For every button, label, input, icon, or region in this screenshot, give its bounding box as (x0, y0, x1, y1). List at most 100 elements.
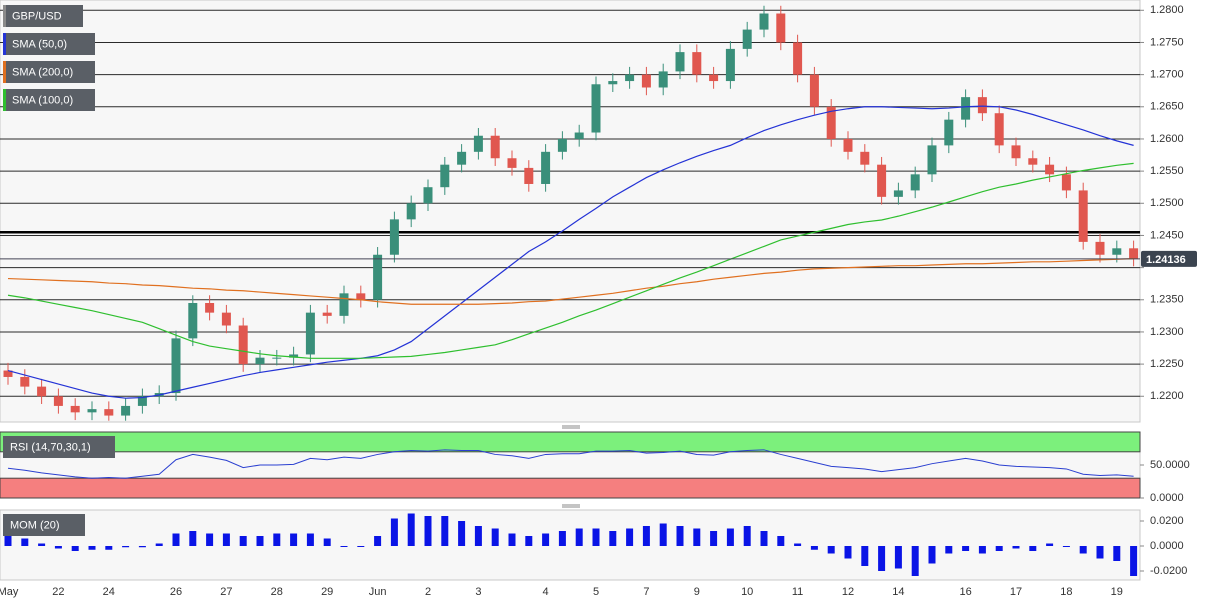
momentum-bar (306, 533, 314, 546)
candle-body (927, 145, 937, 175)
candle-body (625, 74, 635, 82)
legend-label: RSI (14,70,30,1) (10, 441, 91, 453)
momentum-bar (810, 546, 818, 550)
candle-body (977, 97, 987, 114)
sma-line (7, 105, 1134, 399)
momentum-bar (474, 526, 482, 546)
momentum-bar (390, 518, 398, 546)
x-tick-label: 11 (792, 586, 803, 598)
candle-body (440, 164, 450, 188)
legend-item: SMA (200,0) (3, 61, 95, 83)
legend-swatch (3, 5, 6, 27)
momentum-bar (659, 523, 667, 546)
candle-body (1129, 248, 1139, 259)
candle-body (591, 84, 601, 133)
candle-body (406, 203, 416, 220)
candle-body (557, 138, 567, 152)
momentum-bar (626, 528, 634, 546)
momentum-bar (894, 546, 902, 569)
legend-item: SMA (50,0) (3, 33, 95, 55)
candle-body (20, 376, 30, 387)
candle-body (826, 106, 836, 139)
x-tick-label: 27 (220, 586, 232, 598)
x-tick-label: May (0, 586, 19, 598)
momentum-bar (290, 533, 298, 546)
candle-body (1095, 241, 1105, 255)
momentum-bar (206, 533, 214, 546)
momentum-bar (861, 546, 869, 566)
candle-body (809, 74, 819, 107)
x-tick-label: 22 (52, 586, 64, 598)
candle-body (70, 405, 80, 413)
momentum-bar (38, 543, 46, 546)
momentum-bar (71, 546, 79, 551)
candle-body (793, 42, 803, 75)
y-tick-label: 50.0000 (1150, 459, 1190, 471)
momentum-bar (844, 546, 852, 559)
y-tick-label: 1.2800 (1150, 4, 1184, 16)
momentum-bar (726, 528, 734, 546)
rsi-line (7, 449, 1134, 479)
momentum-bar (21, 538, 29, 546)
candle-body (339, 293, 349, 316)
momentum-bar (256, 536, 264, 546)
candle-body (1061, 174, 1071, 191)
sma-line (7, 162, 1134, 359)
momentum-bar (323, 538, 331, 546)
candle-body (574, 132, 584, 139)
candle-body (171, 338, 181, 394)
momentum-bar (878, 546, 886, 571)
candle-body (289, 354, 299, 358)
candle-body (373, 254, 383, 300)
candle-body (776, 13, 786, 43)
momentum-bar (1079, 546, 1087, 554)
candle-body (221, 312, 231, 326)
x-tick-label: Jun (369, 586, 387, 598)
legend-label: SMA (200,0) (12, 66, 73, 78)
legend-item: MOM (20) (3, 514, 85, 536)
legend-item: SMA (100,0) (3, 89, 95, 111)
candle-body (188, 302, 198, 339)
x-tick-label: 2 (425, 586, 431, 598)
momentum-bar (340, 546, 348, 547)
momentum-bar (978, 546, 986, 554)
momentum-bar (575, 528, 583, 546)
x-tick-label: 9 (694, 586, 700, 598)
legend-item: RSI (14,70,30,1) (3, 436, 115, 458)
oversold-zone (0, 477, 1141, 499)
y-tick-label: 0.0200 (1150, 515, 1184, 527)
momentum-bar (794, 543, 802, 546)
momentum-bar (424, 516, 432, 546)
candle-body (272, 357, 282, 359)
momentum-bar (911, 546, 919, 576)
momentum-bar (105, 546, 113, 550)
legend-box (3, 436, 115, 458)
legend-box (3, 514, 85, 536)
x-tick-label: 26 (170, 586, 182, 598)
momentum-bar (155, 543, 163, 546)
y-tick-label: 1.2550 (1150, 165, 1184, 177)
momentum-bar (592, 528, 600, 546)
candle-body (961, 97, 971, 120)
momentum-bar (642, 526, 650, 546)
candle-body (37, 386, 47, 397)
momentum-bar (189, 531, 197, 546)
legend-label: SMA (50,0) (12, 38, 67, 50)
y-tick-label: 1.2250 (1150, 358, 1184, 370)
x-tick-label: 16 (959, 586, 971, 598)
x-tick-label: 12 (842, 586, 854, 598)
x-tick-label: 18 (1060, 586, 1072, 598)
momentum-bar (777, 536, 785, 546)
momentum-bar (945, 546, 953, 554)
legend-swatch (3, 33, 6, 55)
candle-body (524, 167, 534, 184)
momentum-bar (525, 536, 533, 546)
momentum-bar (374, 536, 382, 546)
candle-body (893, 190, 903, 197)
x-tick-label: 19 (1111, 586, 1123, 598)
candle-body (490, 135, 500, 159)
candle-body (658, 71, 668, 88)
x-tick-label: 17 (1010, 586, 1022, 598)
